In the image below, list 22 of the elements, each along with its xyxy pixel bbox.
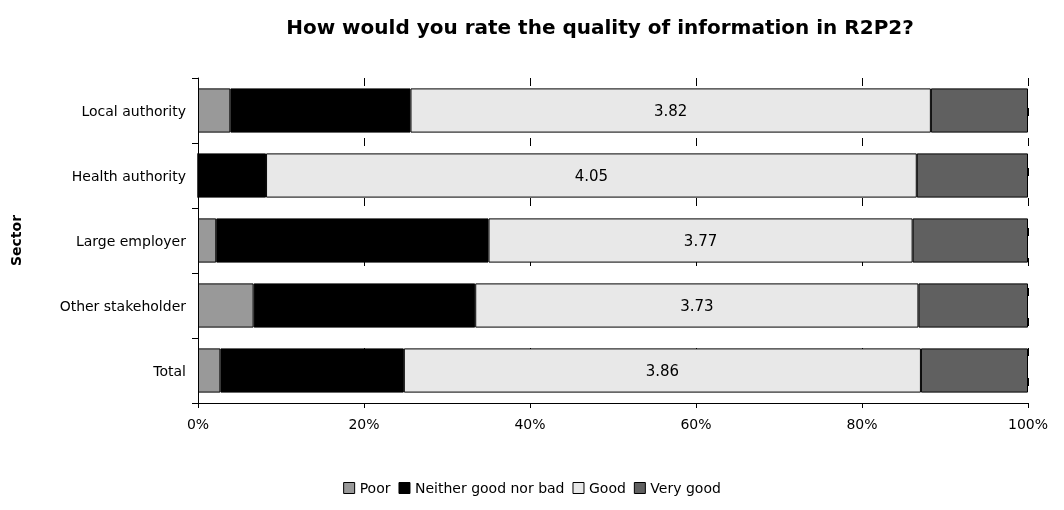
- legend-label: Good: [588, 480, 626, 496]
- y-axis-title: Sector: [8, 214, 24, 267]
- y-tick-label: Other stakeholder: [59, 297, 187, 314]
- x-tick-label: 0%: [186, 416, 210, 432]
- annotation: 3.86: [645, 361, 680, 380]
- y-tick-label: Total: [152, 362, 186, 379]
- chart-title: How would you rate the quality of information in R2P2?: [286, 15, 914, 39]
- x-tick-label: 20%: [348, 416, 380, 432]
- y-tick-label: Large employer: [75, 232, 187, 249]
- y-tick-label: Local authority: [81, 102, 186, 119]
- y-tick-label: Health authority: [71, 167, 186, 184]
- annotation: 3.82: [653, 101, 688, 120]
- legend-label: Very good: [650, 480, 721, 496]
- annotation: 3.73: [680, 296, 714, 315]
- annotation: 4.05: [574, 166, 609, 185]
- x-tick-label: 60%: [680, 416, 712, 432]
- x-tick-label: 40%: [514, 416, 546, 432]
- x-tick-label: 80%: [846, 416, 878, 432]
- legend-label: Poor: [359, 480, 391, 496]
- legend-label: Neither good nor bad: [414, 480, 565, 496]
- x-tick-label: 100%: [1007, 416, 1049, 432]
- annotation: 3.77: [683, 231, 718, 250]
